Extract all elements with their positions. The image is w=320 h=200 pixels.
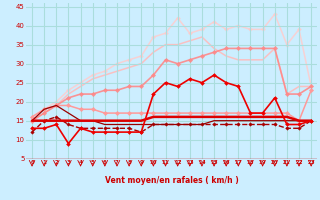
X-axis label: Vent moyen/en rafales ( km/h ): Vent moyen/en rafales ( km/h )	[105, 176, 238, 185]
